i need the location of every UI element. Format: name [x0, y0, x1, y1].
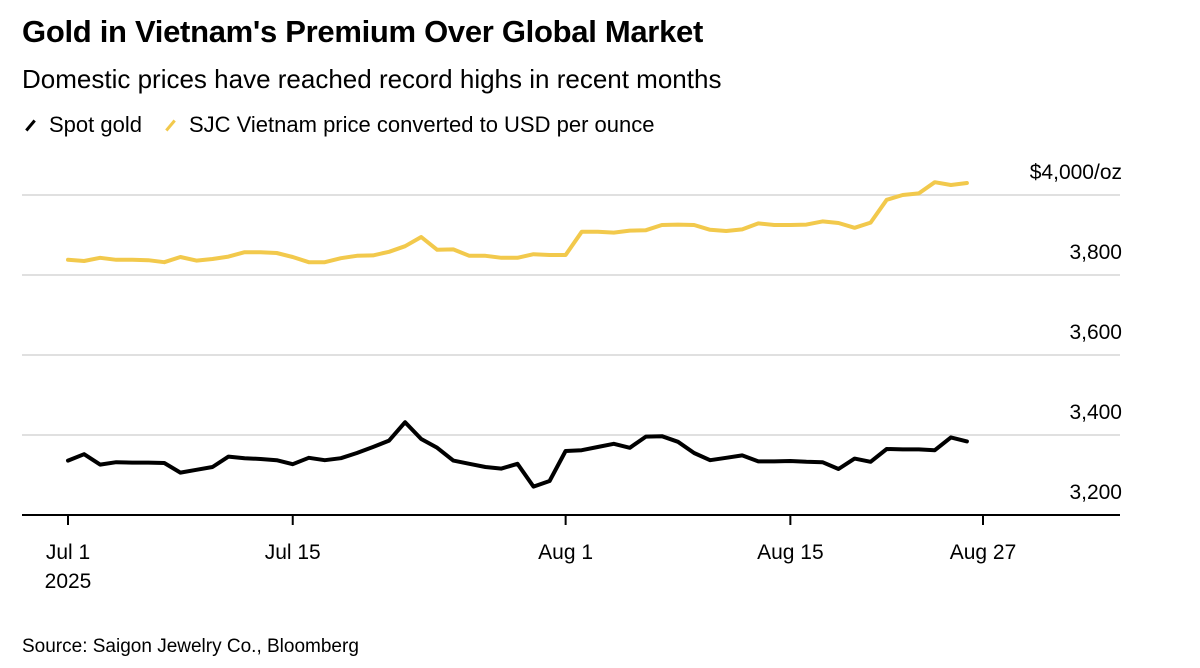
x-tick-label: Aug 1 — [538, 541, 593, 564]
y-tick-label-3600: 3,600 — [1069, 321, 1122, 344]
y-tick-label-3800: 3,800 — [1069, 241, 1122, 264]
x-tick-label: Jul 1 — [46, 541, 90, 564]
series-line-spot-gold — [66, 420, 969, 489]
legend-label-spot: Spot gold — [49, 112, 142, 137]
y-tick-label-3200: 3,200 — [1069, 481, 1122, 504]
gridlines — [22, 194, 1120, 436]
x-axis: Jul 1 2025 Jul 15 Aug 1 Aug 15 Aug 27 — [22, 514, 1120, 593]
x-tick-sublabel: 2025 — [45, 570, 92, 593]
legend-label-sjc: SJC Vietnam price converted to USD per o… — [188, 112, 655, 137]
chart-title: Gold in Vietnam's Premium Over Global Ma… — [22, 14, 703, 49]
legend-item-spot: Spot gold — [22, 112, 142, 138]
x-tick-label: Aug 15 — [757, 541, 824, 564]
series-line-sjc — [66, 180, 969, 265]
y-axis-labels: $4,000/oz 3,800 3,600 3,400 3,200 — [1030, 161, 1122, 504]
legend: Spot gold SJC Vietnam price converted to… — [22, 112, 674, 138]
chart-subtitle: Domestic prices have reached record high… — [22, 64, 722, 94]
legend-item-sjc: SJC Vietnam price converted to USD per o… — [162, 112, 655, 138]
x-tick-label: Jul 15 — [265, 541, 321, 564]
series-layer — [66, 180, 969, 489]
y-tick-label-4000: $4,000/oz — [1030, 161, 1122, 184]
x-tick-label: Aug 27 — [950, 541, 1017, 564]
y-tick-label-3400: 3,400 — [1069, 401, 1122, 424]
source-note: Source: Saigon Jewelry Co., Bloomberg — [22, 636, 359, 657]
